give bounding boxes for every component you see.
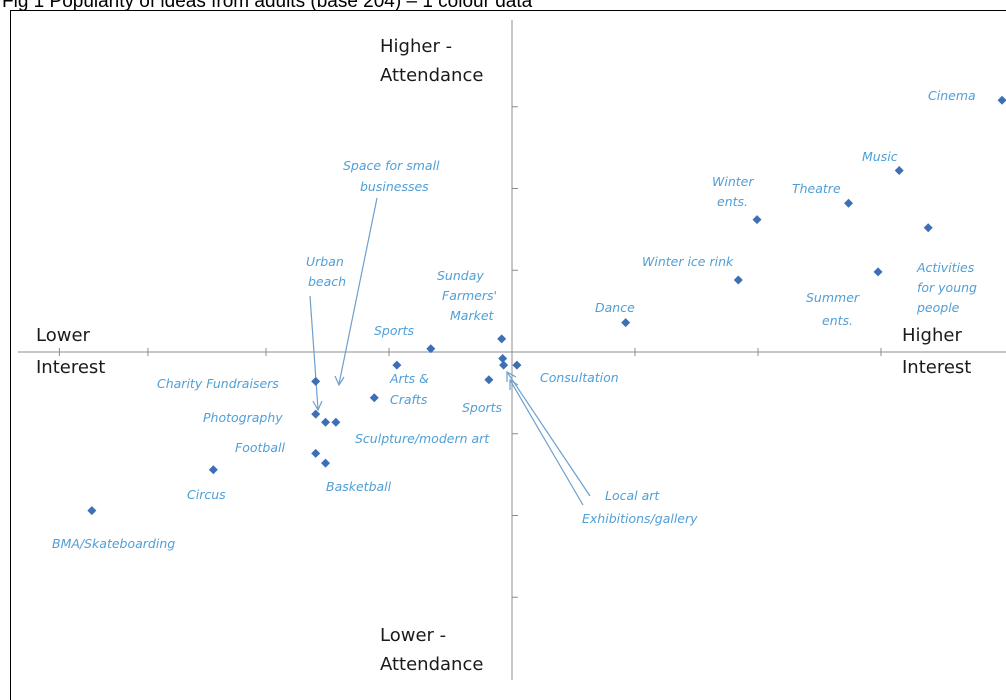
data-point-photography: [311, 409, 321, 419]
arrow-local-art: [506, 371, 591, 497]
data-point-consultation: [512, 360, 522, 370]
x-low-line1: Lower: [36, 325, 91, 346]
x-high-line1: Higher: [902, 325, 962, 346]
label-theatre: Theatre: [792, 181, 841, 196]
x-high-line2: Interest: [902, 357, 971, 378]
page-title: Fig 1 Popularity of ideas from adults (b…: [2, 0, 533, 12]
label-summer-ents: Summer ents.: [806, 290, 860, 328]
label-local-art: Local art: [605, 488, 660, 503]
data-point-theatre: [844, 198, 854, 208]
arrow-urban-beach: [309, 295, 319, 410]
label-circus: Circus: [187, 487, 226, 502]
x-axis-high-label: Higher Interest: [902, 325, 971, 378]
label-sports-upper: Sports: [374, 323, 415, 338]
label-football: Football: [235, 440, 285, 455]
y-low-line1: Lower -: [380, 625, 446, 646]
data-point-charity-fundraisers: [311, 376, 321, 386]
label-dance: Dance: [595, 300, 635, 315]
x-axis-low-label: Lower Interest: [36, 325, 105, 378]
label-sunday-market: Sunday Farmers' Market: [437, 268, 497, 323]
arrow-head-space: [334, 375, 345, 387]
label-sculpture: Sculpture/modern art: [355, 431, 490, 446]
label-sports-lower: Sports: [462, 400, 503, 415]
y-high-line2: Attendance: [380, 65, 483, 86]
label-space-small-businesses: Space for small businesses: [343, 158, 440, 194]
scatter-chart: Lower Interest Higher Interest Higher - …: [18, 20, 1006, 680]
data-point-sunday-farmers-market: [497, 334, 507, 344]
data-point-space-for-small-businesses: [369, 393, 379, 403]
data-point-dance: [621, 318, 631, 328]
x-low-line2: Interest: [36, 357, 105, 378]
data-point-sculpture-modern-art: [331, 417, 341, 427]
label-urban-beach: Urban beach: [306, 254, 346, 289]
arrow-exhibitions: [509, 379, 584, 506]
data-point-circus: [208, 465, 218, 475]
point-labels: Cinema Music Theatre Activities for young…: [52, 88, 977, 551]
label-music: Music: [862, 149, 898, 164]
data-point-winter-ice-rink: [733, 275, 743, 285]
data-point-bma-skateboarding: [87, 506, 97, 516]
data-point-local-art: [498, 354, 508, 364]
data-point-sports: [426, 344, 436, 354]
label-consultation: Consultation: [540, 370, 619, 385]
data-points: [87, 95, 1006, 516]
label-exhibitions: Exhibitions/gallery: [582, 511, 698, 526]
label-bma: BMA/Skateboarding: [52, 536, 175, 551]
data-point-arts-crafts: [392, 360, 402, 370]
data-point-music: [894, 166, 904, 176]
data-point-football: [311, 448, 321, 458]
label-basketball: Basketball: [326, 479, 392, 494]
arrow-head-local-art: [506, 370, 517, 382]
axes: [18, 20, 1006, 680]
label-arts-crafts: Arts & Crafts: [389, 371, 429, 407]
data-point-summer-ents-: [873, 267, 883, 277]
y-high-line1: Higher -: [380, 36, 452, 57]
arrow-space-small-businesses: [338, 197, 378, 385]
annotation-arrows: [309, 197, 591, 506]
label-winter-ice-rink: Winter ice rink: [642, 254, 734, 269]
chart-frame: [10, 10, 1006, 700]
label-cinema: Cinema: [928, 88, 976, 103]
y-axis-low-label: Lower - Attendance: [380, 625, 483, 675]
data-point-cinema: [997, 95, 1006, 105]
data-point-winter-ents-: [752, 215, 762, 225]
data-point-urban-beach: [321, 417, 331, 427]
y-axis-high-label: Higher - Attendance: [380, 36, 483, 86]
label-activities: Activities for young people: [916, 260, 977, 315]
data-point-basketball: [321, 458, 331, 468]
label-winter-ents: Winter ents.: [712, 174, 754, 209]
arrow-head-urban: [312, 400, 323, 412]
data-point-exhibitions-gallery: [499, 360, 509, 370]
data-point-sports: [484, 375, 494, 385]
y-low-line2: Attendance: [380, 654, 483, 675]
label-photography: Photography: [203, 410, 283, 425]
data-point-activities-for-young-people: [923, 223, 933, 233]
label-charity: Charity Fundraisers: [157, 376, 279, 391]
arrow-head-exhibitions: [509, 378, 519, 390]
